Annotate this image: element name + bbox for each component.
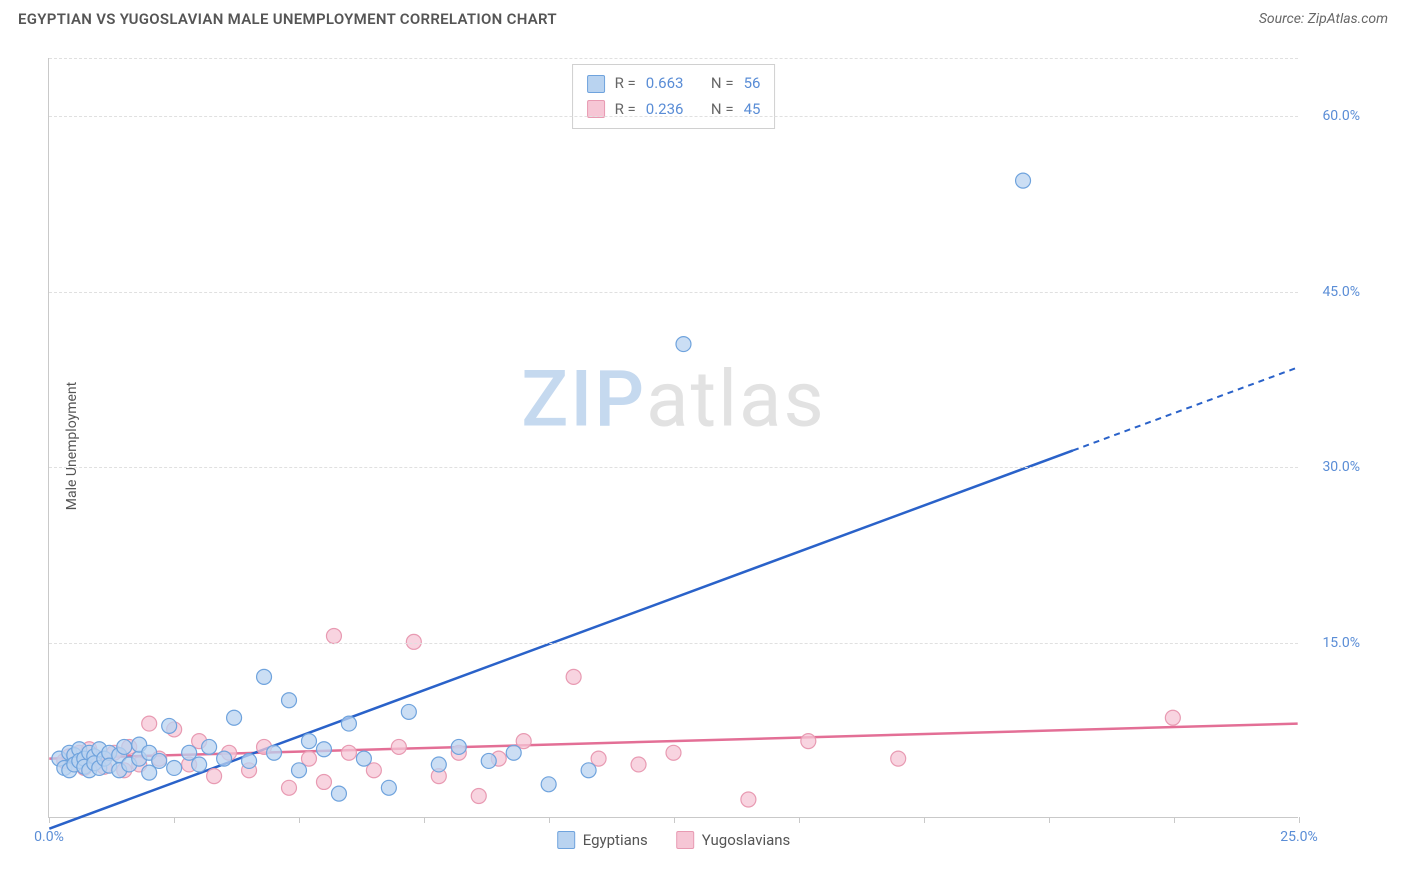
x-tick-label: 0.0% [34,829,64,845]
stat-n-label: N = [711,97,734,123]
x-tick [799,817,800,823]
x-tick-label: 25.0% [1280,829,1318,845]
x-tick [674,817,675,823]
y-tick-label: 15.0% [1322,635,1360,651]
stat-r-a: 0.663 [646,71,684,97]
swatch-a [587,75,605,93]
stat-n-label: N = [711,71,734,97]
gridline [49,292,1298,293]
stat-n-b: 45 [744,97,761,123]
chart-title: EGYPTIAN VS YUGOSLAVIAN MALE UNEMPLOYMEN… [18,10,557,28]
x-tick [49,817,50,823]
stats-row-a: R = 0.663 N = 56 [587,71,761,97]
legend-label-b: Yugoslavians [702,831,791,849]
gridline [49,643,1298,644]
swatch-a [557,831,575,849]
gridline [49,467,1298,468]
legend-item-a: Egyptians [557,831,648,849]
source-attribution: Source: ZipAtlas.com [1259,11,1388,27]
chart-plot-area: ZIPatlas R = 0.663 N = 56 R = 0.236 N = … [48,58,1298,818]
legend-item-b: Yugoslavians [676,831,791,849]
x-tick [299,817,300,823]
x-tick [549,817,550,823]
x-tick [424,817,425,823]
x-tick [1299,817,1300,823]
swatch-b [676,831,694,849]
legend-label-a: Egyptians [583,831,648,849]
stat-n-a: 56 [744,71,761,97]
gridline [49,58,1298,59]
source-name: ZipAtlas.com [1308,11,1388,27]
y-tick-label: 60.0% [1322,108,1360,124]
x-tick [924,817,925,823]
x-tick [174,817,175,823]
x-tick [1049,817,1050,823]
scatter-plot-svg [49,58,1298,817]
stats-row-b: R = 0.236 N = 45 [587,97,761,123]
x-tick [1174,817,1175,823]
source-prefix: Source: [1259,11,1308,27]
stats-legend-box: R = 0.663 N = 56 R = 0.236 N = 45 [572,64,776,129]
bottom-legend: Egyptians Yugoslavians [557,831,791,849]
y-tick-label: 45.0% [1322,284,1360,300]
stat-r-b: 0.236 [646,97,684,123]
stat-r-label: R = [615,97,636,123]
stat-r-label: R = [615,71,636,97]
gridline [49,116,1298,117]
y-tick-label: 30.0% [1322,459,1360,475]
